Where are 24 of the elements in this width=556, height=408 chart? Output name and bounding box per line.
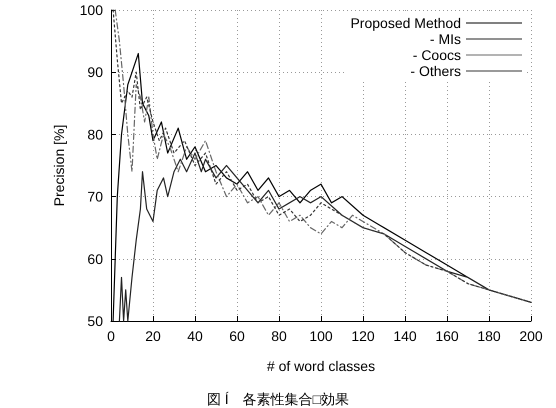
y-tick-label: 100: [80, 2, 104, 18]
x-tick-label: 0: [107, 328, 116, 344]
y-tick-label: 50: [87, 313, 104, 329]
x-tick-label: 60: [229, 328, 245, 344]
x-tick-label: 200: [519, 328, 543, 344]
x-tick-label: 180: [477, 328, 501, 344]
legend-label: - Coocs: [412, 47, 461, 63]
x-tick-label: 100: [309, 328, 333, 344]
y-tick-label: 80: [87, 126, 104, 142]
x-tick-label: 140: [393, 328, 417, 344]
y-tick-label: 90: [87, 64, 104, 80]
x-tick-label: 80: [271, 328, 287, 344]
y-tick-label: 70: [87, 188, 104, 205]
x-tick-label: 20: [145, 328, 161, 344]
legend-label: - Others: [410, 63, 461, 79]
legend-label: Proposed Method: [350, 15, 461, 31]
legend-label: - MIs: [430, 31, 461, 47]
x-axis-title: # of word classes: [266, 358, 376, 374]
x-tick-label: 40: [187, 328, 203, 344]
y-tick-label: 60: [87, 250, 104, 267]
x-tick-label: 120: [351, 328, 375, 344]
text: 図 Í 各素性集合□効果: [206, 391, 350, 407]
y-axis-title: Precision [%]: [51, 124, 67, 206]
x-tick-label: 160: [435, 328, 459, 344]
